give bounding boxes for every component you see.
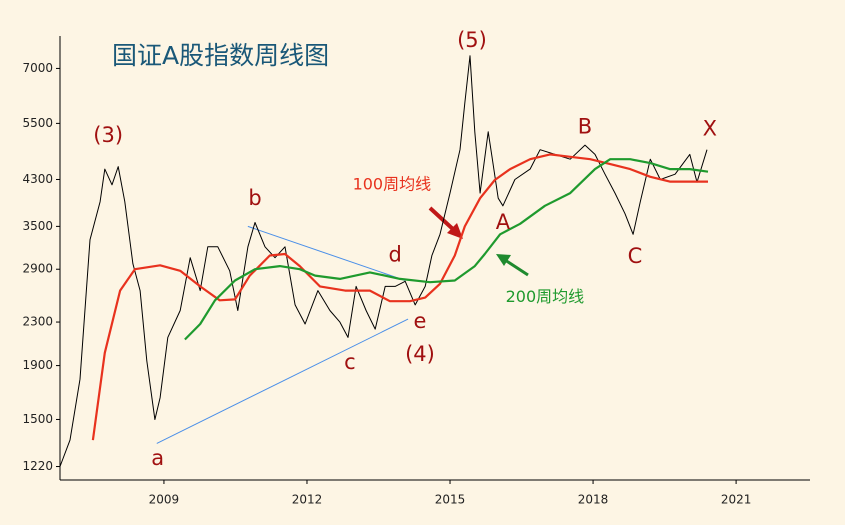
wave-label: a <box>151 446 164 470</box>
series-line <box>184 158 709 341</box>
arrow-shaft <box>504 258 529 277</box>
y-tick-label: 1500 <box>22 412 53 426</box>
wave-label: C <box>628 244 643 268</box>
wave-label: B <box>578 115 592 139</box>
x-tick-label: 2015 <box>435 493 466 507</box>
arrow-shaft <box>428 206 457 233</box>
wave-label: X <box>703 117 717 141</box>
arrow-head <box>496 254 511 266</box>
series-label: 200周均线 <box>506 287 585 306</box>
arrow-head <box>447 223 463 239</box>
series-line <box>59 55 708 467</box>
wave-label: (4) <box>405 342 435 366</box>
trend-line <box>247 225 406 281</box>
x-tick-label: 2012 <box>292 493 323 507</box>
y-tick-label: 1900 <box>22 358 53 372</box>
arrow-200 <box>496 254 529 277</box>
series-label: 100周均线 <box>353 174 432 193</box>
y-tick-label: 4300 <box>22 172 53 186</box>
y-tick-label: 3500 <box>22 219 53 233</box>
x-tick-label: 2021 <box>721 493 752 507</box>
y-tick-label: 5500 <box>22 116 53 130</box>
y-tick-label: 2300 <box>22 315 53 329</box>
x-tick-label: 2018 <box>578 493 609 507</box>
y-tick-label: 1220 <box>22 459 53 473</box>
y-tick-label: 2900 <box>22 262 53 276</box>
wave-label: b <box>248 186 261 210</box>
chart-title: 国证A股指数周线图 <box>112 41 329 70</box>
trend-line <box>156 318 409 444</box>
wave-label: A <box>496 210 511 234</box>
y-tick-label: 7000 <box>22 61 53 75</box>
wave-label: d <box>389 243 402 267</box>
series-line <box>91 153 708 441</box>
wave-label: (3) <box>93 123 123 147</box>
wave-label: (5) <box>457 28 487 52</box>
arrow-100 <box>428 206 463 239</box>
wave-label: c <box>344 350 356 374</box>
wave-label: e <box>414 309 427 333</box>
x-tick-label: 2009 <box>149 493 180 507</box>
